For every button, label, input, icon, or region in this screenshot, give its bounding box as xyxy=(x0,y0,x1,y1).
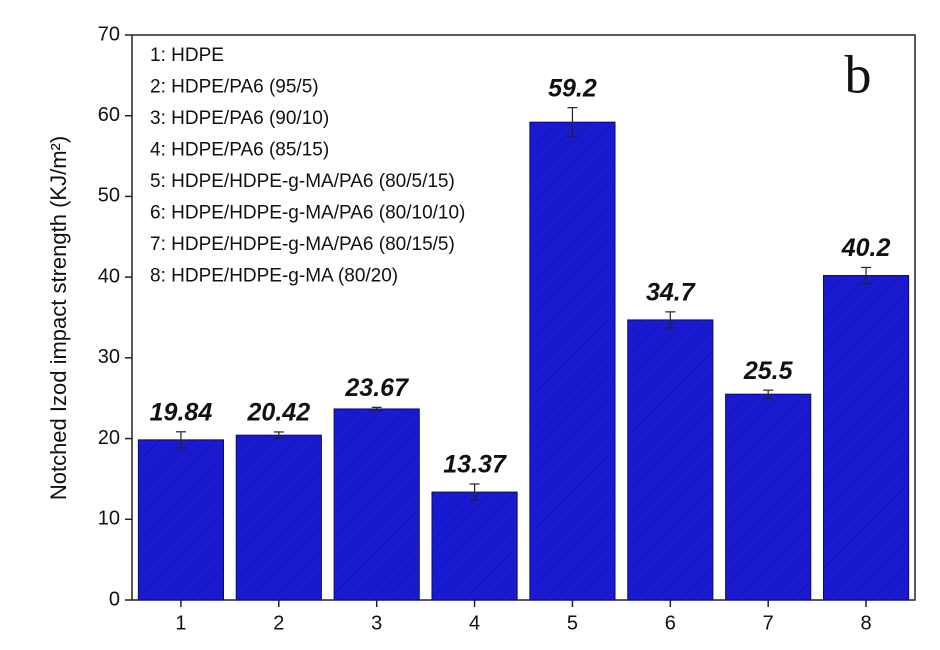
value-label: 20.42 xyxy=(247,399,311,427)
plot-frame xyxy=(131,34,916,601)
bar xyxy=(822,275,910,601)
y-tick-label: 40 xyxy=(98,265,120,287)
x-tick-label: 7 xyxy=(763,612,774,634)
bar xyxy=(627,319,714,601)
panel-label: b xyxy=(845,44,872,104)
y-tick-label: 60 xyxy=(98,104,120,126)
value-label: 40.2 xyxy=(841,234,891,262)
y-tick-label: 30 xyxy=(98,346,120,368)
annotation: 5: HDPE/HDPE-g-MA/PA6 (80/5/15) xyxy=(150,171,455,192)
annotation: 2: HDPE/PA6 (95/5) xyxy=(150,77,319,98)
annotation: 1: HDPE xyxy=(150,45,224,66)
bar xyxy=(529,121,616,601)
value-label: 25.5 xyxy=(743,357,794,385)
y-tick-label: 50 xyxy=(98,185,120,207)
annotation: 6: HDPE/HDPE-g-MA/PA6 (80/10/10) xyxy=(150,203,465,224)
annotation: 3: HDPE/PA6 (90/10) xyxy=(150,108,329,129)
y-tick-label: 70 xyxy=(98,23,120,45)
x-tick-label: 1 xyxy=(175,612,186,634)
value-label: 19.84 xyxy=(150,398,213,426)
bar xyxy=(235,434,322,601)
x-tick-label: 6 xyxy=(665,612,676,634)
x-tick-label: 2 xyxy=(273,612,284,634)
bar xyxy=(137,439,225,601)
y-tick-label: 0 xyxy=(109,588,120,610)
bar xyxy=(725,393,812,601)
value-label: 13.37 xyxy=(443,451,507,479)
x-tick-label: 5 xyxy=(567,612,578,634)
y-tick-label: 20 xyxy=(98,427,120,449)
bar xyxy=(431,491,518,601)
value-label: 23.67 xyxy=(344,374,409,402)
x-tick-label: 3 xyxy=(371,612,382,634)
y-tick-label: 10 xyxy=(98,508,120,530)
x-tick-label: 4 xyxy=(469,612,480,634)
x-tick-label: 8 xyxy=(861,612,872,634)
value-label: 34.7 xyxy=(646,278,696,306)
y-axis-label: Notched Izod impact strength (KJ/m²) xyxy=(46,136,71,500)
bar xyxy=(333,408,420,601)
value-label: 59.2 xyxy=(548,74,597,102)
annotation: 8: HDPE/HDPE-g-MA (80/20) xyxy=(150,266,398,287)
annotation: 4: HDPE/PA6 (85/15) xyxy=(150,140,329,161)
annotation: 7: HDPE/HDPE-g-MA/PA6 (80/15/5) xyxy=(150,234,455,255)
